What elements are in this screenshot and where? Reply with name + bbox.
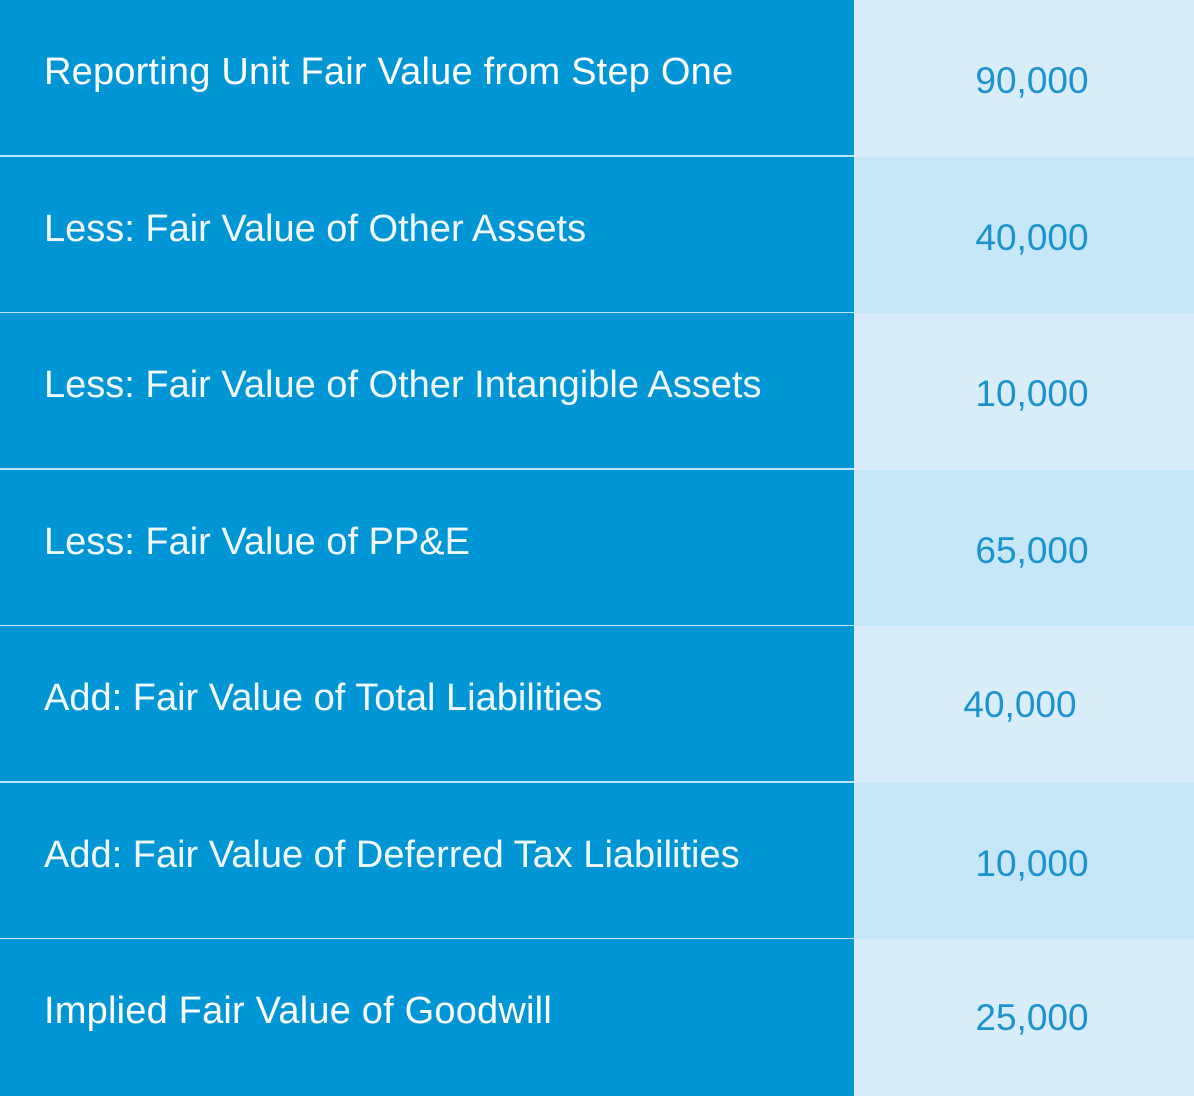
row-value: 40,000 — [963, 683, 1077, 725]
row-label: Less: Fair Value of Other Intangible Ass… — [44, 364, 762, 406]
table-row: Less: Fair Value of Other Assets 40,000 — [0, 157, 1194, 314]
table-row: Add: Fair Value of Deferred Tax Liabilit… — [0, 783, 1194, 940]
table-row: Less: Fair Value of Other Intangible Ass… — [0, 313, 1194, 470]
row-label-cell: Add: Fair Value of Deferred Tax Liabilit… — [0, 783, 854, 940]
row-value-cell: 25,000 — [854, 939, 1194, 1096]
table-row: Reporting Unit Fair Value from Step One … — [0, 0, 1194, 157]
row-value: 40,000 — [975, 216, 1089, 258]
row-label: Add: Fair Value of Deferred Tax Liabilit… — [44, 834, 740, 876]
row-label-cell: Less: Fair Value of Other Assets — [0, 157, 854, 314]
row-value: 10,000 — [975, 372, 1089, 414]
row-label: Add: Fair Value of Total Liabilities — [44, 677, 603, 719]
row-value-cell: 10,000 — [854, 313, 1194, 470]
row-label: Less: Fair Value of PP&E — [44, 521, 470, 563]
row-value-cell: 40,000 — [854, 157, 1194, 314]
row-label: Less: Fair Value of Other Assets — [44, 208, 587, 250]
row-value: 25,000 — [975, 996, 1089, 1038]
row-value-cell: 40,000 — [854, 626, 1194, 783]
row-label: Implied Fair Value of Goodwill — [44, 990, 552, 1032]
row-label: Reporting Unit Fair Value from Step One — [44, 51, 734, 93]
table-row-total: Implied Fair Value of Goodwill 25,000 — [0, 939, 1194, 1096]
row-label-cell: Less: Fair Value of PP&E — [0, 470, 854, 627]
table-row: Less: Fair Value of PP&E 65,000 — [0, 470, 1194, 627]
row-label-cell: Less: Fair Value of Other Intangible Ass… — [0, 313, 854, 470]
row-label-cell: Implied Fair Value of Goodwill — [0, 939, 854, 1096]
row-value-cell: 90,000 — [854, 0, 1194, 157]
row-value: 10,000 — [975, 842, 1089, 884]
row-value: 90,000 — [975, 59, 1089, 101]
row-label-cell: Add: Fair Value of Total Liabilities — [0, 626, 854, 783]
table-row: Add: Fair Value of Total Liabilities 40,… — [0, 626, 1194, 783]
row-label-cell: Reporting Unit Fair Value from Step One — [0, 0, 854, 157]
row-value: 65,000 — [975, 529, 1089, 571]
row-value-cell: 10,000 — [854, 783, 1194, 940]
row-value-cell: 65,000 — [854, 470, 1194, 627]
